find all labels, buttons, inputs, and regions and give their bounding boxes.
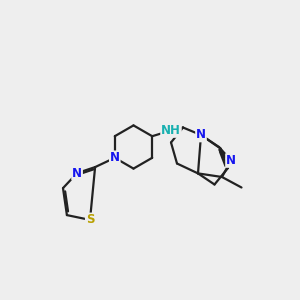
Text: N: N	[226, 154, 236, 167]
Text: N: N	[72, 167, 82, 180]
Text: NH: NH	[161, 124, 181, 137]
Text: S: S	[86, 213, 94, 226]
Text: N: N	[196, 128, 206, 142]
Text: N: N	[110, 151, 120, 164]
